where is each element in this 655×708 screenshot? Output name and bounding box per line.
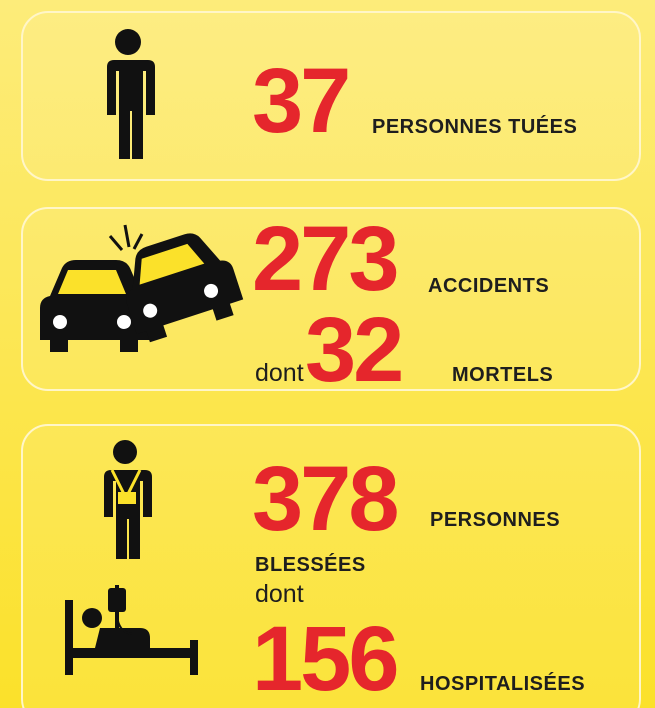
sub-prefix: dont — [255, 580, 304, 608]
stat-label: ACCIDENTS — [428, 275, 549, 297]
card — [21, 11, 641, 181]
sub-prefix: dont — [255, 359, 304, 387]
stat-label: PERSONNES TUÉES — [372, 115, 577, 138]
stat-label: BLESSÉES — [255, 553, 366, 576]
injured-icon — [104, 440, 152, 559]
stat-number: 156 — [252, 608, 397, 708]
hospital-icon — [65, 585, 198, 675]
sub-label: MORTELS — [452, 364, 553, 386]
card — [21, 424, 641, 708]
sub-number: 32 — [305, 299, 401, 401]
stat-label: PERSONNES — [430, 509, 560, 531]
person-icon — [107, 29, 155, 159]
crash-icon — [40, 224, 244, 352]
stat-number: 378 — [252, 448, 397, 550]
stat-label: HOSPITALISÉES — [420, 672, 585, 695]
stat-number: 37 — [252, 50, 348, 152]
stat-number: 273 — [252, 208, 397, 310]
